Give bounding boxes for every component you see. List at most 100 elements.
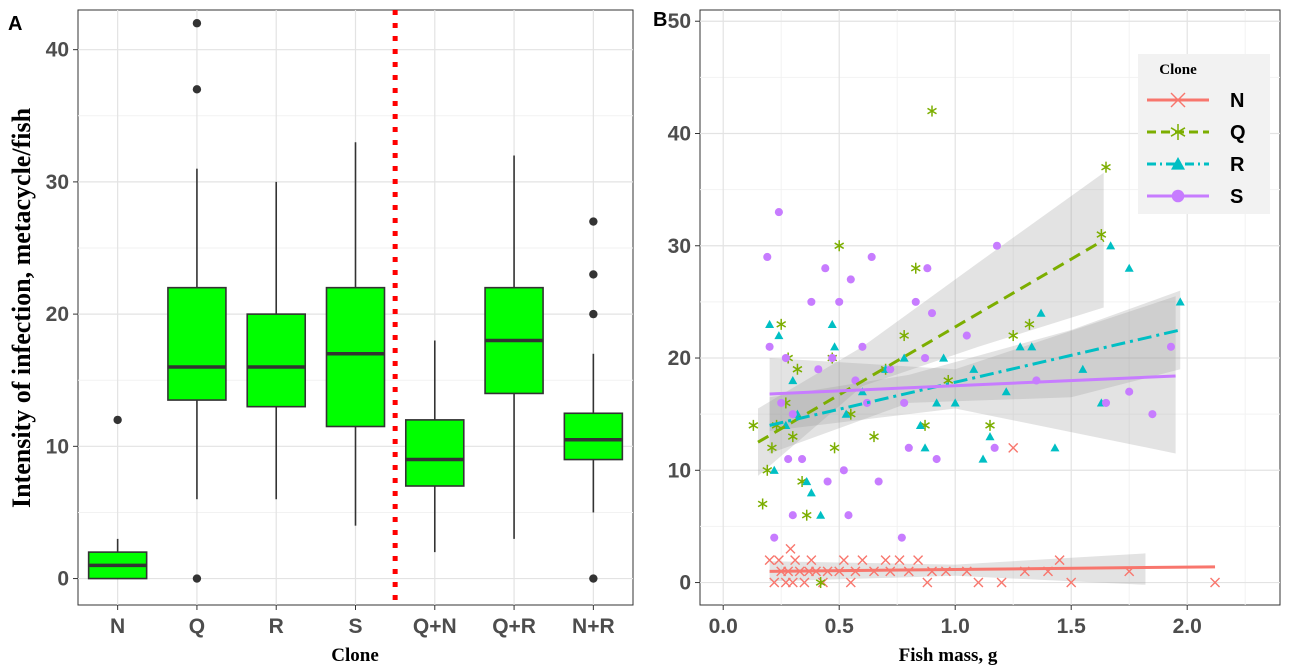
point-Q	[792, 363, 803, 375]
point-S	[807, 297, 816, 306]
box-Q	[167, 19, 227, 583]
panel-a-x-axis-label: Clone	[331, 645, 379, 666]
point-Q	[748, 419, 759, 431]
point-R	[830, 342, 840, 351]
point-N	[1054, 555, 1065, 566]
legend-marker-R	[1171, 157, 1185, 170]
box-body	[167, 286, 227, 401]
point-N	[838, 555, 849, 566]
point-S	[923, 264, 932, 273]
panel-a-y-ticks: 0 10 20 30 40	[46, 39, 78, 591]
legend-entry-Q: Q	[1143, 119, 1246, 145]
point-Q	[1096, 229, 1107, 241]
point-S	[874, 477, 883, 486]
legend-label-Q: Q	[1230, 122, 1246, 144]
point-S	[821, 264, 830, 273]
point-S	[1125, 387, 1134, 396]
point-S	[927, 309, 937, 318]
outlier-point	[589, 217, 598, 226]
point-S	[846, 275, 855, 284]
point-R	[969, 364, 979, 373]
y-tick-label: 40	[668, 122, 691, 145]
point-Q	[1008, 330, 1019, 342]
point-Q	[757, 498, 768, 510]
box-S	[325, 142, 386, 526]
x-tick-label: 1.0	[941, 615, 970, 638]
point-S	[798, 455, 807, 464]
legend-label-N: N	[1230, 90, 1244, 112]
point-R	[1001, 387, 1011, 396]
outlier-point	[192, 85, 202, 94]
point-Q	[1024, 318, 1035, 330]
box-Q+R	[484, 155, 544, 539]
point-S	[867, 252, 876, 262]
point-S	[904, 443, 913, 452]
point-S	[765, 342, 774, 351]
y-tick-label: 0	[679, 572, 691, 595]
point-R	[1175, 297, 1185, 306]
point-R	[788, 375, 798, 385]
point-S	[828, 353, 837, 363]
point-Q	[767, 442, 777, 454]
x-tick-label: Q+N	[413, 615, 457, 638]
confidence-band-S	[769, 296, 1176, 454]
point-R	[915, 420, 925, 429]
fit-line-N	[769, 565, 1216, 573]
panel-label-a: A	[8, 13, 22, 35]
point-S	[897, 533, 906, 542]
panel-a: A 0 10 20 30 40 N Q R S Q+N Q+R N+R Clone Intensit…	[7, 9, 634, 666]
panel-b-x-axis-label: Fish mass, g	[899, 645, 998, 666]
point-R	[841, 409, 851, 418]
regression-lines	[757, 238, 1216, 573]
point-R	[1124, 263, 1134, 272]
point-R	[806, 488, 816, 497]
point-N	[857, 555, 868, 566]
point-S	[770, 533, 779, 542]
point-R	[950, 398, 960, 407]
point-R	[899, 353, 909, 362]
point-S	[814, 365, 823, 374]
point-S	[763, 252, 772, 262]
point-Q	[834, 240, 845, 252]
x-tick-label: 2.0	[1173, 615, 1202, 638]
point-S	[911, 297, 920, 306]
point-N	[922, 577, 933, 588]
point-N	[973, 577, 984, 588]
point-R	[1106, 241, 1116, 250]
point-R	[985, 432, 995, 441]
legend-entry-R: R	[1143, 151, 1245, 177]
x-tick-label: 0.0	[709, 615, 738, 638]
point-N	[913, 555, 924, 566]
point-Q	[910, 262, 921, 274]
point-S	[1148, 410, 1157, 419]
x-tick-label: Q	[189, 615, 205, 638]
y-tick-label: 30	[46, 171, 69, 194]
point-N	[799, 577, 810, 588]
point-N	[773, 555, 784, 566]
outlier-point	[589, 574, 598, 583]
point-S	[788, 511, 797, 520]
fit-line-Q	[757, 238, 1105, 444]
fit-line-S	[769, 374, 1176, 396]
point-N	[769, 577, 780, 588]
x-tick-label: S	[348, 615, 362, 638]
point-Q	[787, 431, 798, 443]
box-N+R	[563, 217, 624, 583]
point-N	[996, 577, 1007, 588]
point-R	[765, 319, 775, 328]
fit-line-R	[769, 328, 1181, 427]
point-N	[1210, 577, 1221, 588]
point-S	[1101, 398, 1111, 407]
x-tick-label: R	[269, 615, 284, 638]
point-S	[823, 477, 832, 486]
point-R	[802, 477, 812, 486]
box-R	[246, 181, 307, 500]
point-Q	[815, 577, 826, 589]
point-S	[900, 398, 909, 407]
confidence-band-Q	[758, 172, 1104, 476]
point-R	[1050, 443, 1060, 452]
legend-label-R: R	[1230, 154, 1245, 176]
point-S	[858, 342, 867, 351]
